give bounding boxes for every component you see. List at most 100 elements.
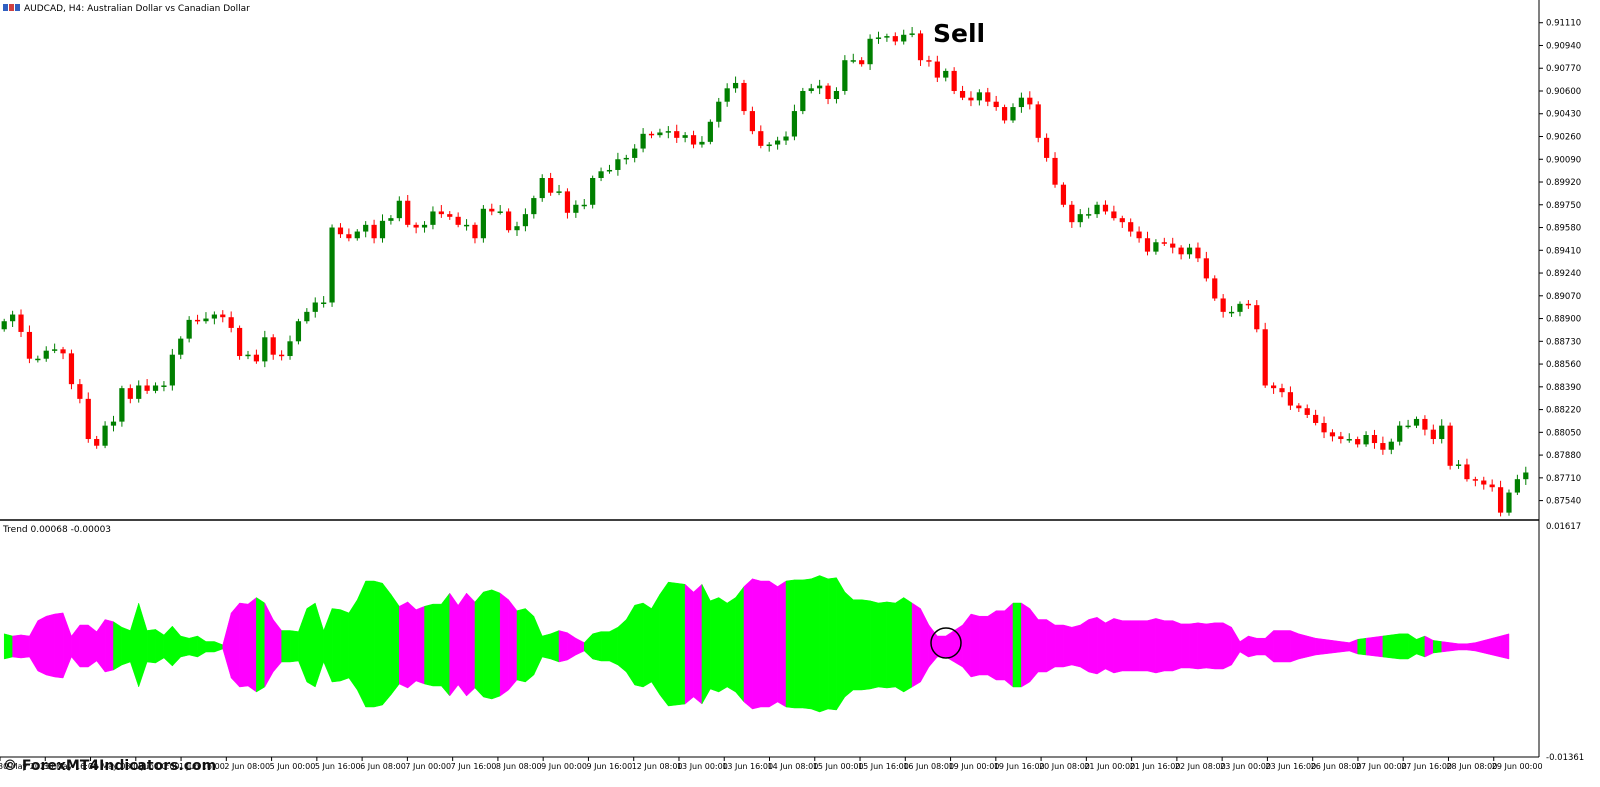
- candle: [1119, 215, 1125, 228]
- trend-area-segment: [1029, 607, 1039, 683]
- trend-area-segment: [340, 609, 350, 682]
- price-tick-label: 0.88050: [1546, 428, 1581, 438]
- candle-body: [901, 34, 907, 42]
- trend-area-segment: [163, 625, 173, 667]
- candle-body: [1077, 214, 1083, 223]
- candle-body: [262, 337, 268, 362]
- candle: [1489, 479, 1495, 492]
- candle-body: [573, 204, 579, 213]
- candle: [934, 55, 940, 83]
- trend-area-segment: [693, 583, 703, 705]
- trend-area-segment: [1365, 636, 1375, 657]
- candle: [169, 348, 175, 391]
- candle: [892, 32, 898, 46]
- candle: [262, 330, 268, 368]
- candle: [976, 89, 982, 106]
- candle-body: [1136, 231, 1142, 239]
- trend-area-segment: [777, 580, 787, 708]
- candle: [438, 205, 444, 218]
- trend-area-segment: [575, 637, 585, 656]
- candle-body: [186, 319, 192, 339]
- candle: [1060, 182, 1067, 208]
- trend-area-segment: [1298, 633, 1308, 660]
- candle: [564, 188, 571, 219]
- trend-area-segment: [1248, 635, 1258, 658]
- candle-body: [194, 319, 201, 322]
- candle: [35, 355, 41, 363]
- trend-area-segment: [1416, 635, 1426, 658]
- candle: [732, 76, 739, 93]
- candle: [640, 128, 646, 153]
- candle-body: [253, 354, 260, 362]
- candle-body: [1506, 492, 1512, 513]
- candle-body: [94, 439, 100, 446]
- candle: [379, 214, 386, 243]
- trend-area-segment: [743, 578, 753, 710]
- candle: [1094, 201, 1100, 218]
- candle-body: [615, 159, 621, 170]
- candle: [1506, 489, 1512, 516]
- candle: [1321, 416, 1327, 439]
- trend-area-segment: [1197, 622, 1207, 670]
- candle-body: [1287, 392, 1294, 406]
- candle-body: [917, 33, 924, 61]
- candle-body: [1439, 425, 1445, 440]
- candle-body: [85, 398, 91, 440]
- candle-body: [1, 321, 7, 330]
- trend-area-segment: [1239, 635, 1249, 658]
- trend-area-segment: [600, 631, 610, 662]
- trend-area-segment: [1374, 635, 1384, 658]
- candle-body: [665, 131, 671, 133]
- candle-body: [682, 135, 688, 138]
- candle-body: [405, 200, 411, 225]
- candle-body: [1523, 472, 1529, 480]
- trend-area-segment: [1079, 619, 1089, 673]
- candle: [1481, 476, 1487, 490]
- time-tick-label: 28 Jun 08:00: [1446, 762, 1497, 771]
- candle-body: [758, 131, 764, 146]
- trend-area-segment: [1155, 618, 1165, 674]
- trend-area-segment: [794, 579, 804, 709]
- candle: [909, 27, 915, 38]
- trend-area-segment: [1138, 620, 1148, 672]
- trend-area-segment: [247, 596, 257, 693]
- candle: [430, 206, 436, 230]
- candle-body: [321, 302, 327, 304]
- candle: [682, 132, 688, 143]
- candle: [203, 312, 209, 324]
- time-tick-label: 15 Jun 00:00: [813, 762, 864, 771]
- candle-body: [985, 92, 991, 102]
- candle-body: [590, 178, 596, 205]
- candle: [102, 421, 108, 449]
- time-tick-label: 9 Jun 16:00: [586, 762, 632, 771]
- time-tick-label: 27 Jun 00:00: [1356, 762, 1407, 771]
- candle-body: [1186, 247, 1193, 255]
- candle-body: [1212, 278, 1218, 299]
- trend-area-segment: [1391, 633, 1400, 660]
- candle-body: [1060, 184, 1067, 205]
- candle-body: [211, 314, 217, 319]
- time-tick-label: 19 Jun 16:00: [994, 762, 1045, 771]
- candle-body: [421, 224, 428, 228]
- price-tick-label: 0.87710: [1546, 474, 1581, 484]
- trend-area-segment: [718, 597, 728, 693]
- time-tick-label: 8 Jun 08:00: [496, 762, 542, 771]
- trend-area-segment: [20, 634, 30, 659]
- candle-body: [674, 131, 680, 138]
- candle: [1430, 424, 1436, 445]
- candle: [749, 106, 755, 135]
- candle-body: [1262, 329, 1268, 386]
- trend-area-segment: [1323, 639, 1333, 655]
- trend-area-segment: [1256, 637, 1266, 656]
- trend-area-segment: [449, 592, 459, 697]
- trend-area-segment: [651, 593, 661, 696]
- candle-body: [1422, 418, 1428, 430]
- candle-body: [1144, 238, 1151, 252]
- candle: [68, 349, 75, 390]
- time-tick-label: 9 Jun 00:00: [541, 762, 587, 771]
- candle-body: [909, 33, 915, 35]
- candle: [287, 335, 293, 360]
- candle: [690, 130, 697, 149]
- trend-area-segment: [659, 581, 669, 707]
